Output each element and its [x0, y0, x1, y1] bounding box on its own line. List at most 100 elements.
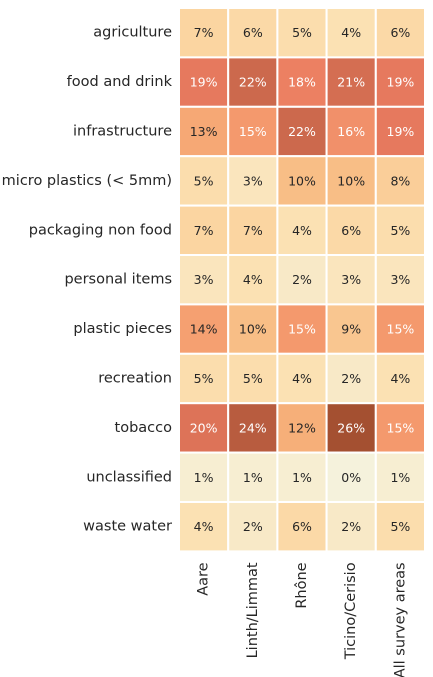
row-label: agriculture [93, 25, 172, 41]
cell-value-label: 10% [337, 173, 365, 188]
cell-value-label: 26% [337, 420, 365, 435]
row-label: unclassified [86, 469, 172, 485]
row-label: infrastructure [73, 124, 172, 140]
cell-value-label: 10% [288, 173, 316, 188]
row-label: packaging non food [29, 222, 172, 238]
heatmap-cell [178, 155, 230, 207]
cell-value-label: 4% [390, 371, 410, 386]
cell-value-label: 4% [194, 519, 214, 534]
cell-value-label: 7% [194, 223, 214, 238]
cell-value-label: 1% [390, 470, 410, 485]
heatmap-cell [374, 451, 426, 504]
cell-value-label: 15% [387, 322, 415, 337]
cell-value-label: 6% [390, 25, 410, 40]
cell-value-label: 2% [292, 272, 312, 287]
heatmap-cell [227, 352, 279, 405]
cell-value-label: 0% [341, 470, 361, 485]
cell-value-label: 5% [243, 371, 263, 386]
cell-value-label: 7% [194, 25, 214, 40]
heatmap-cell [227, 105, 279, 158]
heatmap-cell [227, 155, 279, 207]
cell-value-label: 5% [390, 223, 410, 238]
row-label: micro plastics (< 5mm) [2, 173, 172, 189]
cell-value-label: 4% [292, 371, 312, 386]
cell-value-label: 1% [292, 470, 312, 485]
cell-value-label: 4% [341, 25, 361, 40]
cell-value-label: 19% [387, 75, 415, 90]
cell-value-label: 15% [239, 124, 267, 139]
cell-value-label: 4% [292, 223, 312, 238]
cell-value-label: 3% [390, 272, 410, 287]
cell-value-label: 7% [243, 223, 263, 238]
heatmap-cell [276, 501, 328, 553]
cell-value-label: 15% [288, 322, 316, 337]
heatmap-cell [178, 501, 230, 553]
cell-value-label: 14% [190, 322, 218, 337]
row-label: plastic pieces [73, 321, 172, 337]
cell-value-label: 5% [194, 371, 214, 386]
cell-value-label: 16% [337, 124, 365, 139]
cell-value-label: 3% [243, 173, 263, 188]
cell-value-label: 6% [292, 519, 312, 534]
cell-value-label: 22% [239, 75, 267, 90]
heatmap-cell [374, 501, 426, 553]
cell-value-label: 2% [341, 519, 361, 534]
heatmap-cell [227, 204, 279, 257]
cell-value-label: 18% [288, 75, 316, 90]
heatmap-cell [178, 352, 230, 405]
row-label: personal items [64, 272, 172, 288]
column-label: Linth/Limmat [245, 562, 261, 658]
cell-value-label: 24% [239, 420, 267, 435]
cell-value-label: 5% [194, 173, 214, 188]
cell-value-label: 4% [243, 272, 263, 287]
heatmap-cell [325, 105, 377, 158]
column-label: Ticino/Cerisio [343, 562, 359, 660]
cell-value-label: 6% [341, 223, 361, 238]
cell-value-label: 3% [194, 272, 214, 287]
row-label: waste water [83, 519, 172, 535]
cell-value-label: 3% [341, 272, 361, 287]
cell-value-label: 9% [341, 322, 361, 337]
cell-value-label: 21% [337, 75, 365, 90]
column-labels: Aare Linth/Limmat Rhône Ticino/Cerisio All s… [196, 562, 409, 677]
heatmap-cell [178, 303, 230, 355]
heatmap-cell [374, 402, 426, 454]
heatmap-cell [178, 451, 230, 504]
row-label: food and drink [67, 74, 173, 90]
cell-value-label: 2% [243, 519, 263, 534]
cell-value-label: 2% [341, 371, 361, 386]
row-labels: agriculture food and drink infrastructure m… [2, 25, 173, 535]
cell-value-label: 22% [288, 124, 316, 139]
heatmap-cell [325, 155, 377, 207]
cell-value-label: 5% [390, 519, 410, 534]
heatmap-cell [374, 254, 426, 306]
heatmap-cell [178, 204, 230, 257]
heatmap-cell [276, 451, 328, 504]
cell-value-label: 13% [190, 124, 218, 139]
cell-value-label: 8% [390, 173, 410, 188]
cell-value-label: 19% [190, 75, 218, 90]
cell-value-label: 20% [190, 420, 218, 435]
heatmap-cell [276, 204, 328, 257]
heatmap-cell [374, 155, 426, 207]
cell-value-label: 6% [243, 25, 263, 40]
heatmap-cell [325, 501, 377, 553]
heatmap-cell [178, 56, 230, 108]
heatmap-cell [276, 56, 328, 108]
cell-value-label: 5% [292, 25, 312, 40]
column-label: Rhône [294, 562, 310, 608]
heatmap-cells: 7% 6% 5% 4% 6% 19% 22% 18% 21% 19% 13% 15% 22% 16% 19%… [178, 7, 426, 553]
cell-value-label: 1% [194, 470, 214, 485]
column-label: Aare [196, 562, 212, 595]
row-label: tobacco [115, 420, 173, 436]
cell-value-label: 19% [387, 124, 415, 139]
cell-value-label: 15% [387, 420, 415, 435]
heatmap-cell [325, 254, 377, 306]
cell-value-label: 10% [239, 322, 267, 337]
column-label: All survey areas [392, 562, 408, 677]
heatmap-cell [374, 56, 426, 108]
row-label: recreation [98, 371, 172, 387]
cell-value-label: 1% [243, 470, 263, 485]
cell-value-label: 12% [288, 420, 316, 435]
